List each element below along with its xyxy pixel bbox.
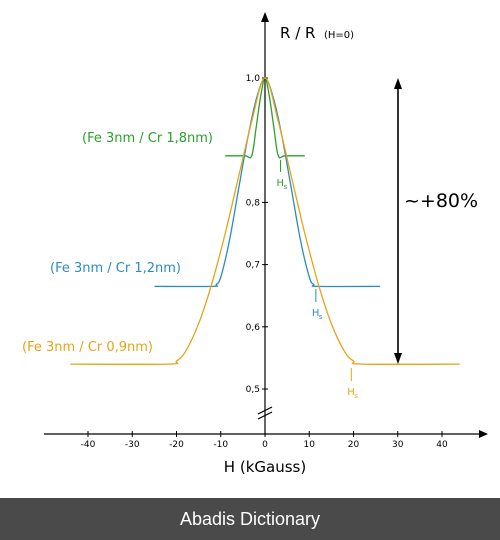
x-axis-label: H (kGauss)	[224, 458, 306, 476]
footer-text: Abadis Dictionary	[179, 508, 321, 529]
y-axis-label-subscript: (H=0)	[324, 30, 354, 41]
series-line-3	[70, 77, 460, 365]
series-label-1: (Fe 3nm / Cr 1,8nm)	[82, 131, 213, 146]
range-arrow-head-top	[394, 78, 402, 89]
x-tick-label: -20	[169, 440, 184, 450]
chart-area: -40 -30 -20 -10 0 10 20 30 40 1,0 0,8 0,7 0,6 0,5 R / …	[22, 12, 488, 476]
x-tick-label: -30	[125, 440, 140, 450]
hs-label-2: H	[312, 308, 320, 319]
series-label-2: (Fe 3nm / Cr 1,2nm)	[50, 261, 181, 276]
y-tick-label: 0,5	[246, 385, 260, 395]
hs-label-subscript-3: s	[354, 392, 358, 400]
y-tick-label: 0,8	[246, 198, 261, 208]
footer-bar: Abadis Dictionary	[0, 498, 500, 540]
y-tick-label: 0,6	[246, 323, 261, 333]
hs-label-3: H	[347, 387, 355, 398]
x-tick-label: 10	[304, 440, 316, 450]
hs-label-1: H	[276, 178, 284, 189]
x-tick-label: 30	[392, 440, 404, 450]
y-tick-label: 1,0	[246, 74, 261, 84]
x-tick-label: -40	[81, 440, 96, 450]
y-tick-label: 0,7	[246, 261, 260, 271]
x-tick-label: 0	[262, 440, 268, 450]
series-line-2	[154, 77, 381, 288]
x-tick-label: 40	[436, 440, 448, 450]
hs-label-subscript-2: s	[319, 313, 323, 321]
hs-label-subscript-1: s	[283, 183, 287, 191]
range-annotation: ~+80%	[404, 190, 478, 212]
x-axis-arrowhead	[479, 430, 488, 438]
y-axis-label: R / R	[280, 24, 315, 42]
magnetoresistance-chart: -40 -30 -20 -10 0 10 20 30 40 1,0 0,8 0,7 0,6 0,5 R / …	[22, 12, 488, 476]
series-label-3: (Fe 3nm / Cr 0,9nm)	[22, 340, 153, 355]
x-tick-label: -10	[213, 440, 228, 450]
range-arrow-head-bottom	[394, 353, 402, 364]
axis-break-mark	[257, 406, 273, 415]
x-tick-label: 20	[348, 440, 360, 450]
y-axis-arrowhead	[261, 12, 269, 22]
axis-break-mark	[257, 411, 273, 420]
